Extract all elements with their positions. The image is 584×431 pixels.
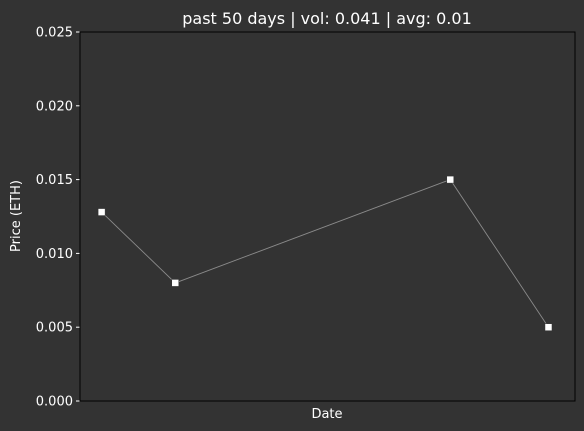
y-tick-label: 0.015	[36, 173, 73, 188]
data-point	[97, 208, 106, 216]
y-tick-label: 0.005	[36, 321, 73, 336]
y-tick-label: 0.025	[36, 26, 73, 41]
y-axis-label: Price (ETH)	[9, 180, 24, 252]
data-point	[446, 175, 455, 184]
y-tick-label: 0.000	[36, 395, 73, 410]
plot-frame	[79, 31, 576, 402]
y-tick-label: 0.020	[36, 99, 73, 114]
plot-area	[80, 32, 575, 401]
y-axis-ticks: 0.000 0.005 0.010 0.015 0.020 0.025	[36, 26, 80, 410]
y-tick-label: 0.010	[36, 247, 73, 262]
series-group	[97, 175, 553, 331]
series-line	[101, 179, 549, 328]
data-point	[171, 279, 180, 287]
chart-title: past 50 days | vol: 0.041 | avg: 0.01	[182, 9, 472, 28]
data-point	[544, 323, 553, 331]
x-axis-label: Date	[311, 407, 342, 422]
